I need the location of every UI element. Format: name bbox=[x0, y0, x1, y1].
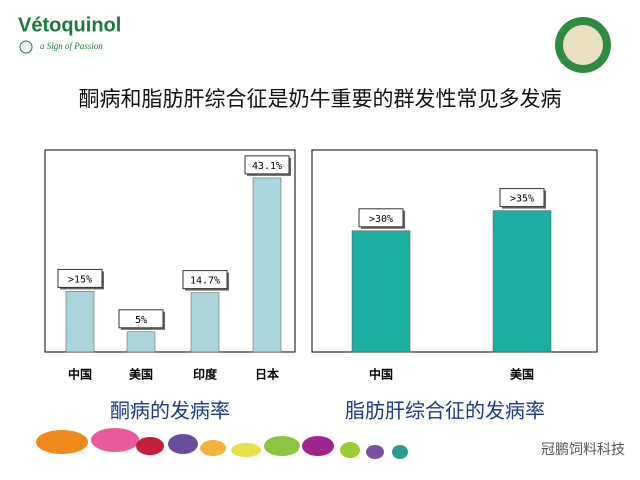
value-label: >15% bbox=[68, 274, 92, 285]
x-tick-label: 印度 bbox=[193, 367, 218, 382]
animal-strip bbox=[36, 428, 408, 459]
logo-emblem bbox=[19, 40, 33, 54]
bar bbox=[65, 291, 95, 353]
tagline: a Sign of Passion bbox=[40, 41, 103, 51]
value-label-box bbox=[182, 270, 228, 290]
chart-caption: 酮病的发病率 bbox=[110, 399, 230, 423]
bar bbox=[351, 230, 411, 353]
watermark: 冠鹏饲料科技 bbox=[541, 442, 625, 458]
corner-logo-inner bbox=[563, 25, 603, 65]
slide-title: 酮病和脂肪肝综合征是奶牛重要的群发性常见多发病 bbox=[79, 87, 562, 111]
value-label-box bbox=[244, 155, 290, 175]
value-label: 14.7% bbox=[190, 276, 220, 287]
value-label: 5% bbox=[135, 315, 147, 326]
plot-frame bbox=[44, 149, 296, 353]
value-label: >35% bbox=[510, 194, 534, 205]
x-tick-label: 中国 bbox=[68, 367, 92, 382]
logo: Vétoquinol bbox=[18, 14, 121, 36]
x-tick-label: 美国 bbox=[129, 367, 153, 382]
value-label-box bbox=[499, 188, 545, 208]
value-label-box bbox=[57, 268, 103, 288]
bar bbox=[492, 210, 552, 353]
bar bbox=[190, 292, 220, 353]
plot-frame bbox=[311, 149, 598, 353]
bar bbox=[126, 331, 156, 353]
x-tick-label: 中国 bbox=[369, 367, 393, 382]
value-label-box bbox=[118, 309, 164, 329]
bar bbox=[252, 177, 282, 353]
value-label-box bbox=[358, 208, 404, 228]
x-tick-label: 日本 bbox=[255, 367, 279, 382]
chart-caption: 脂肪肝综合征的发病率 bbox=[345, 399, 545, 423]
x-tick-label: 美国 bbox=[510, 367, 534, 382]
value-label: 43.1% bbox=[252, 161, 282, 172]
value-label: >30% bbox=[369, 214, 393, 225]
